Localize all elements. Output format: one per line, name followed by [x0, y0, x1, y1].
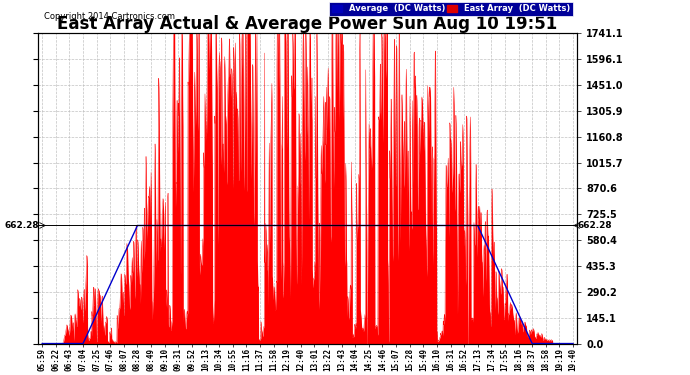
Text: Copyright 2014 Cartronics.com: Copyright 2014 Cartronics.com	[43, 12, 175, 21]
Text: 662.28: 662.28	[4, 221, 39, 230]
Legend: Average  (DC Watts), East Array  (DC Watts): Average (DC Watts), East Array (DC Watts…	[329, 2, 573, 16]
Text: 662.28: 662.28	[577, 221, 612, 230]
Title: East Array Actual & Average Power Sun Aug 10 19:51: East Array Actual & Average Power Sun Au…	[57, 15, 558, 33]
